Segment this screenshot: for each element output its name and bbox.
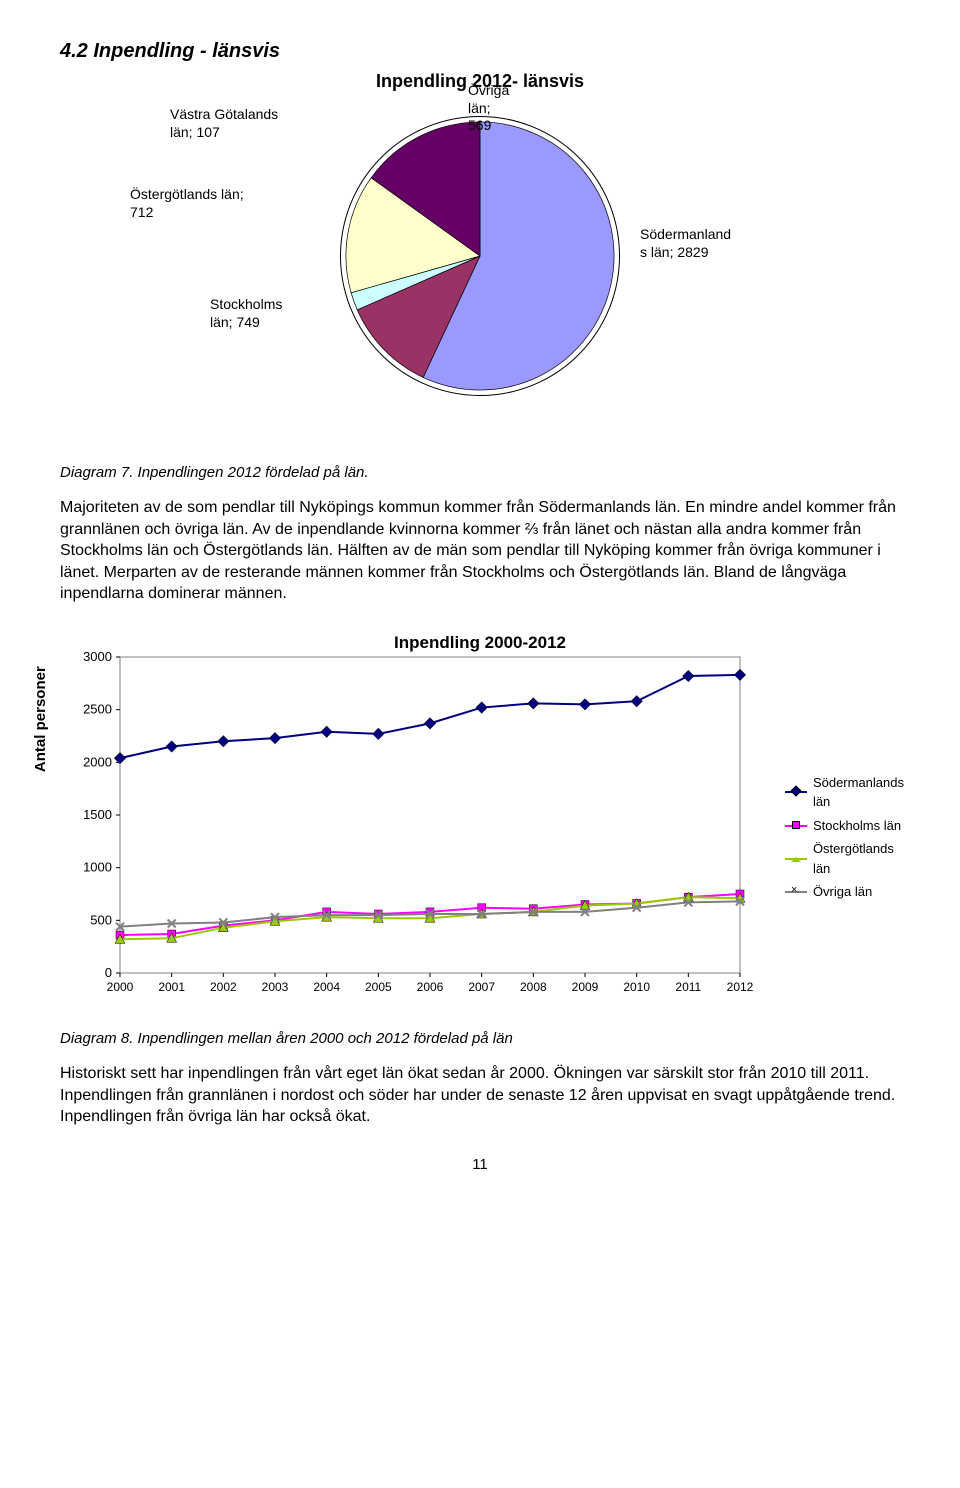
svg-text:2011: 2011 — [675, 980, 701, 994]
pie-chart — [340, 116, 620, 396]
diagram8-caption: Diagram 8. Inpendlingen mellan åren 2000… — [60, 1030, 900, 1047]
section-heading: 4.2 Inpendling - länsvis — [60, 40, 900, 63]
svg-text:2009: 2009 — [572, 980, 599, 994]
svg-text:2000: 2000 — [83, 754, 112, 769]
line-chart-title: Inpendling 2000-2012 — [394, 633, 566, 653]
svg-text:2500: 2500 — [83, 702, 112, 717]
svg-text:1500: 1500 — [83, 807, 112, 822]
svg-text:2001: 2001 — [158, 980, 185, 994]
svg-text:1000: 1000 — [83, 860, 112, 875]
svg-text:2002: 2002 — [210, 980, 237, 994]
pie-label-stockholm: Stockholmslän; 749 — [210, 296, 282, 331]
svg-text:2012: 2012 — [727, 980, 754, 994]
svg-text:500: 500 — [90, 912, 112, 927]
body-paragraph-1: Majoriteten av de som pendlar till Nyköp… — [60, 497, 900, 605]
svg-text:0: 0 — [105, 965, 112, 980]
pie-label-sodermanland: Södermanlands län; 2829 — [640, 226, 731, 261]
diagram7-caption: Diagram 7. Inpendlingen 2012 fördelad på… — [60, 464, 900, 481]
svg-text:2010: 2010 — [623, 980, 650, 994]
body-paragraph-2: Historiskt sett har inpendlingen från vå… — [60, 1063, 900, 1128]
legend-item: ×Övriga län — [785, 882, 904, 902]
page-number: 11 — [60, 1156, 900, 1173]
svg-text:2007: 2007 — [468, 980, 495, 994]
legend-item: Södermanlandslän — [785, 773, 904, 812]
pie-label-ostergot: Östergötlands län;712 — [130, 186, 244, 221]
svg-text:3000: 3000 — [83, 649, 112, 664]
legend-item: Östergötlandslän — [785, 839, 904, 878]
svg-text:2004: 2004 — [313, 980, 340, 994]
legend: Södermanlandslän Stockholms län Östergötla… — [785, 773, 904, 906]
legend-item: Stockholms län — [785, 816, 904, 836]
svg-text:2008: 2008 — [520, 980, 547, 994]
pie-chart-area: Södermanlands län; 2829 Övrigalän;569 Vä… — [60, 116, 900, 436]
pie-label-ovriga: Övrigalän;569 — [468, 82, 509, 135]
svg-text:2006: 2006 — [417, 980, 444, 994]
svg-text:2003: 2003 — [262, 980, 289, 994]
svg-text:2000: 2000 — [107, 980, 134, 994]
line-chart: 0 500 1000 1500 2000 2500 3000 2000 2001 2002 2003… — [60, 633, 900, 1013]
pie-label-vastra: Västra Götalandslän; 107 — [170, 106, 278, 141]
y-axis-label: Antal personer — [32, 667, 49, 773]
svg-text:2005: 2005 — [365, 980, 392, 994]
line-chart-area: Inpendling 2000-2012 Antal personer 0500… — [60, 633, 900, 1018]
